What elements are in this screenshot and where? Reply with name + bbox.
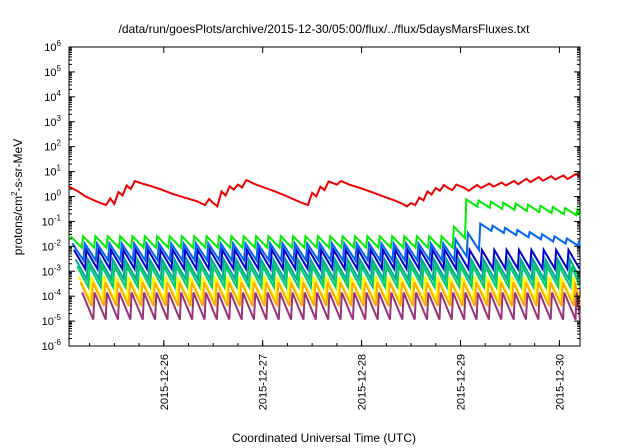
chart-title: /data/run/goesPlots/archive/2015-12-30/0…: [119, 22, 531, 36]
y-tick-exponent: 6: [57, 39, 62, 48]
y-tick-base: 10: [42, 216, 54, 228]
x-tick-label: 2015-12-29: [455, 354, 467, 410]
y-tick-base: 10: [42, 341, 54, 353]
x-tick-label: 2015-12-27: [258, 354, 270, 410]
y-tick-exponent: -2: [54, 238, 62, 247]
x-axis-ticks: 2015-12-26 2015-12-27 2015-12-28 2015-12-29…: [89, 47, 566, 410]
y-tick-exponent: 5: [57, 64, 62, 73]
series-line: [68, 172, 581, 209]
y-axis-label-main: protons/cm: [11, 196, 25, 255]
y-tick-exponent: 2: [57, 139, 62, 148]
y-tick-exponent: 3: [57, 114, 62, 123]
x-axis-label: Coordinated Universal Time (UTC): [232, 431, 416, 445]
y-tick-base: 10: [44, 67, 56, 79]
y-tick-label: 103: [44, 114, 61, 129]
y-tick-base: 10: [44, 142, 56, 154]
series-line: [69, 197, 581, 251]
x-tick-label: 2015-12-28: [357, 354, 369, 410]
plot-area: 2015-12-26 2015-12-27 2015-12-28 2015-12-29…: [42, 39, 581, 410]
y-tick-label: 106: [44, 39, 61, 54]
series-line: [71, 221, 581, 264]
y-tick-base: 10: [42, 266, 54, 278]
series-line: [76, 262, 581, 291]
series-line: [74, 255, 581, 283]
series-layer: [68, 172, 581, 320]
y-tick-base: 10: [42, 241, 54, 253]
y-tick-base: 10: [42, 316, 54, 328]
series-line: [73, 246, 581, 273]
x-tick-label: 2015-12-30: [554, 354, 566, 410]
y-tick-exponent: 1: [57, 164, 62, 173]
y-tick-exponent: -1: [54, 213, 62, 222]
y-tick-label: 10-1: [42, 213, 62, 228]
y-tick-exponent: -4: [54, 288, 62, 297]
y-tick-label: 104: [44, 89, 61, 104]
y-tick-base: 10: [44, 192, 56, 204]
y-tick-exponent: -6: [54, 338, 62, 347]
y-tick-base: 10: [44, 167, 56, 179]
y-tick-base: 10: [44, 92, 56, 104]
y-axis-ticks: 10-610-510-410-310-210-11001011021031041…: [42, 39, 580, 353]
y-axis-label: protons/cm2-s-sr-MeV: [10, 139, 25, 255]
y-tick-base: 10: [44, 117, 56, 129]
x-tick-label: 2015-12-26: [159, 354, 171, 410]
y-tick-label: 10-2: [42, 238, 62, 253]
y-tick-exponent: 0: [57, 189, 62, 198]
y-tick-base: 10: [42, 291, 54, 303]
y-tick-label: 10-5: [42, 313, 62, 328]
y-tick-label: 10-3: [42, 263, 62, 278]
y-tick-label: 105: [44, 64, 61, 79]
y-tick-exponent: -3: [54, 263, 62, 272]
y-tick-exponent: -5: [54, 313, 62, 322]
series-line: [79, 281, 581, 307]
y-tick-label: 102: [44, 139, 61, 154]
y-tick-exponent: 4: [57, 89, 62, 98]
y-tick-label: 100: [44, 189, 61, 204]
y-tick-label: 10-6: [42, 338, 62, 353]
y-axis-label-rest: -s-sr-MeV: [11, 139, 25, 192]
y-tick-label: 10-4: [42, 288, 62, 303]
y-tick-base: 10: [44, 42, 56, 54]
series-line: [81, 292, 581, 320]
y-tick-label: 101: [44, 164, 61, 179]
y-axis-label-sup: 2: [10, 191, 19, 196]
